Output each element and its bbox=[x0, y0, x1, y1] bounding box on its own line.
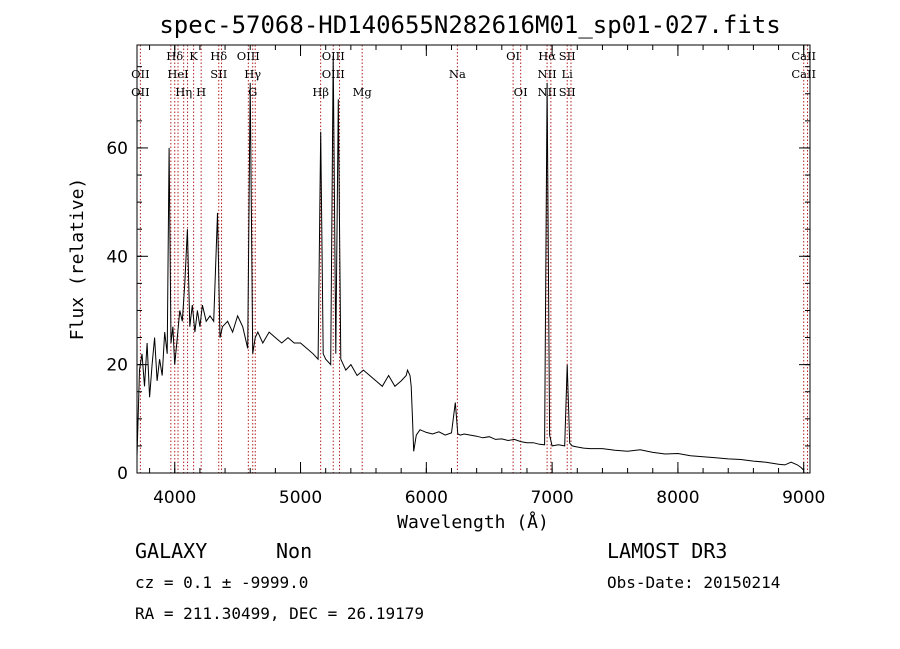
y-tick-label: 20 bbox=[106, 356, 128, 376]
x-axis-ticks: 4000 5000 6000 7000 8000 9000 bbox=[149, 45, 825, 508]
observation-date: Obs-Date: 20150214 bbox=[607, 573, 780, 592]
line-marker-label: NII bbox=[538, 67, 557, 81]
emission-line-markers bbox=[139, 45, 808, 473]
x-tick-label: 5000 bbox=[279, 488, 322, 508]
chart-title: spec-57068-HD140655N282616M01_sp01-027.f… bbox=[159, 11, 780, 39]
object-subclass: Non bbox=[276, 539, 312, 563]
y-axis-label: Flux (relative) bbox=[67, 178, 88, 341]
redshift-cz: cz = 0.1 ± -9999.0 bbox=[135, 573, 308, 592]
line-marker-label: SII bbox=[559, 85, 576, 99]
line-marker-label: Hβ bbox=[312, 85, 329, 99]
x-axis-label: Wavelength (Å) bbox=[397, 511, 549, 533]
line-marker-label: HeI bbox=[167, 67, 188, 81]
y-tick-label: 60 bbox=[106, 139, 128, 159]
survey-name: LAMOST DR3 bbox=[607, 539, 727, 563]
line-marker-label: OIII bbox=[237, 49, 260, 63]
line-marker-label: OI bbox=[506, 49, 520, 63]
x-tick-label: 7000 bbox=[530, 488, 573, 508]
coordinates: RA = 211.30499, DEC = 26.19179 bbox=[135, 604, 424, 623]
line-marker-label: Na bbox=[449, 67, 466, 81]
object-class: GALAXY bbox=[135, 539, 207, 563]
line-marker-label: CaII bbox=[791, 67, 816, 81]
line-marker-label: G bbox=[248, 85, 257, 99]
y-tick-label: 0 bbox=[117, 464, 128, 484]
line-marker-label: OII bbox=[131, 85, 150, 99]
line-marker-label: OII bbox=[131, 67, 150, 81]
x-tick-label: 6000 bbox=[405, 488, 448, 508]
x-tick-label: 4000 bbox=[153, 488, 196, 508]
line-marker-label: H bbox=[196, 85, 206, 99]
line-marker-label: Hδ bbox=[210, 49, 227, 63]
line-marker-label: Hη bbox=[175, 85, 192, 99]
line-marker-label: Mg bbox=[353, 85, 373, 99]
line-marker-label: OI bbox=[514, 85, 528, 99]
y-tick-label: 40 bbox=[106, 247, 128, 267]
line-marker-label: Hγ bbox=[244, 67, 261, 81]
line-marker-label: SII bbox=[559, 49, 576, 63]
line-marker-label: Hα bbox=[538, 49, 556, 63]
spectrum-line bbox=[136, 55, 805, 471]
x-tick-label: 8000 bbox=[656, 488, 699, 508]
plot-frame bbox=[136, 44, 811, 474]
line-marker-label: SII bbox=[210, 67, 227, 81]
y-axis-ticks: 0 20 40 60 bbox=[106, 66, 810, 484]
line-marker-label: K bbox=[189, 49, 198, 63]
line-marker-label: Li bbox=[562, 67, 574, 81]
x-tick-label: 9000 bbox=[782, 488, 825, 508]
